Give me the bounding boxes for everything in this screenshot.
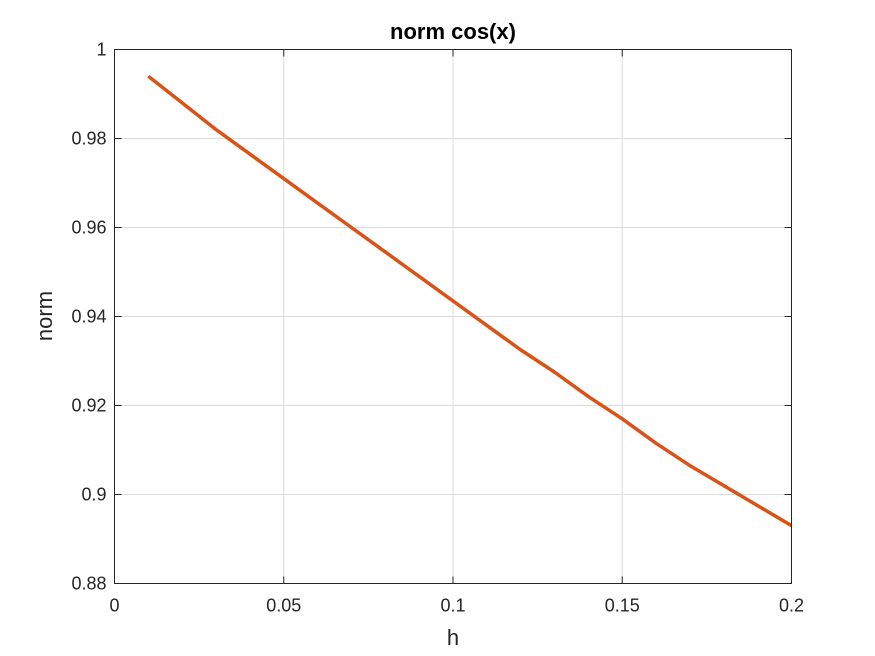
y-tick-label: 1	[96, 40, 106, 60]
x-tick-label: 0.1	[440, 596, 465, 616]
x-tick-label: 0.2	[779, 596, 804, 616]
y-tick-label: 0.88	[71, 574, 106, 594]
x-axis-label: h	[447, 625, 459, 650]
y-tick-label: 0.96	[71, 218, 106, 238]
ticks	[114, 49, 792, 584]
x-tick-label: 0.15	[605, 596, 640, 616]
chart-title: norm cos(x)	[390, 19, 516, 44]
y-tick-label: 0.92	[71, 396, 106, 416]
y-tick-label: 0.94	[71, 307, 106, 327]
x-tick-label: 0.05	[266, 596, 301, 616]
y-axis-label: norm	[32, 291, 57, 341]
y-tick-labels: 0.88 0.9 0.92 0.94 0.96 0.98 1	[71, 40, 106, 594]
x-tick-labels: 0 0.05 0.1 0.15 0.2	[109, 596, 804, 616]
series-group	[147, 74, 793, 528]
y-tick-label: 0.9	[81, 485, 106, 505]
series-line	[147, 74, 793, 528]
x-tick-label: 0	[109, 596, 119, 616]
y-tick-label: 0.98	[71, 129, 106, 149]
